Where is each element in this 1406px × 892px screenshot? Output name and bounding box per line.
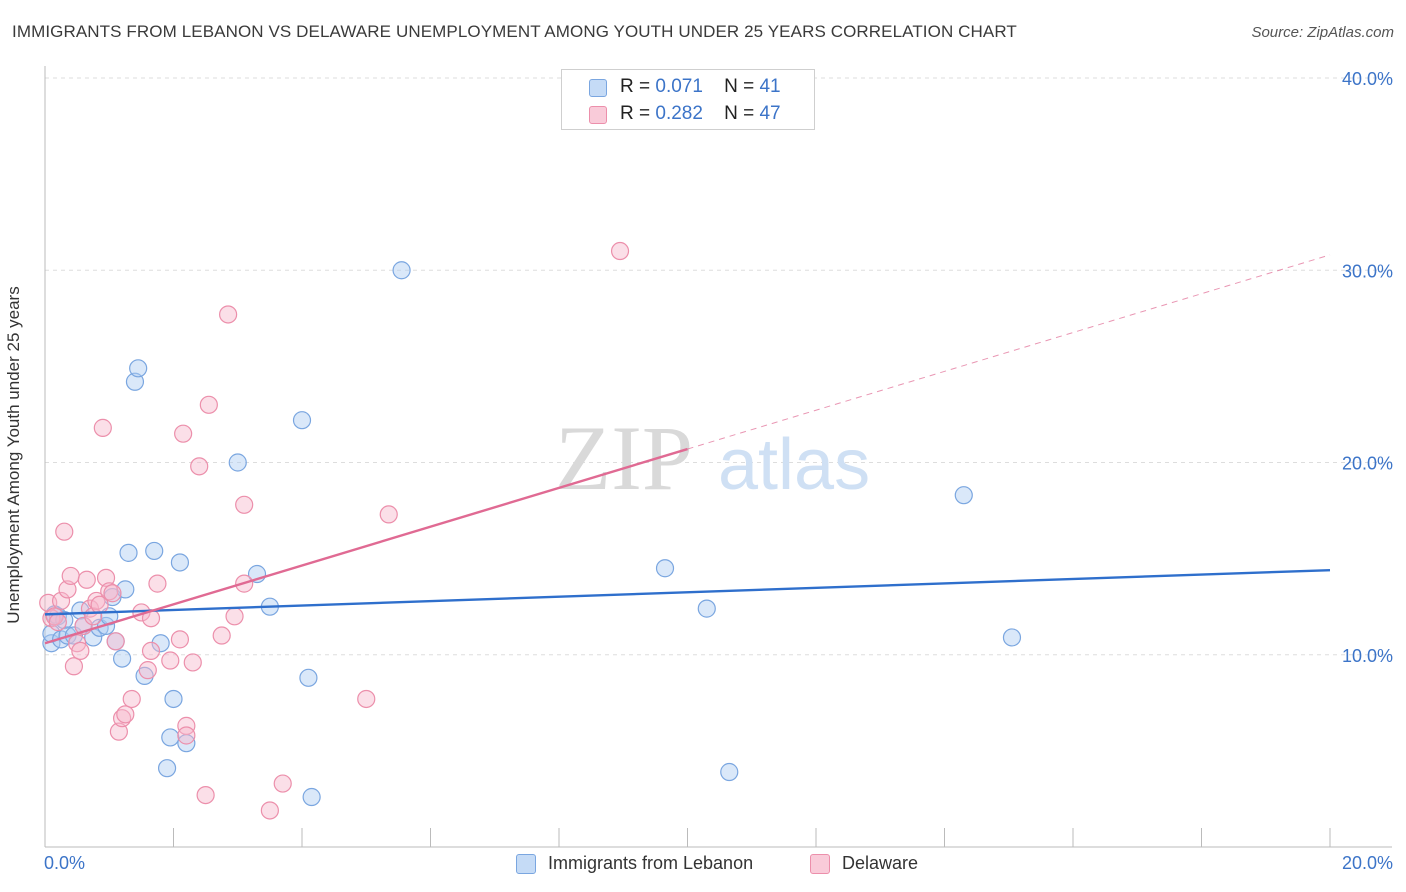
- scatter-point-blue: [720, 762, 739, 782]
- scatter-point-pink: [183, 653, 202, 672]
- watermark-atlas: atlas: [718, 425, 870, 505]
- tick-labels: 10.0% 20.0% 30.0% 40.0% 0.0% 20.0%: [44, 69, 1393, 873]
- scatter-points: [39, 241, 1022, 820]
- scatter-point-blue: [655, 559, 675, 578]
- scatter-point-pink: [55, 522, 74, 541]
- scatter-point-pink: [96, 568, 116, 587]
- scatter-point-blue: [129, 359, 148, 378]
- trend-lines: [44, 254, 1331, 645]
- scatter-point-pink: [273, 774, 292, 793]
- scatter-point-pink: [58, 580, 77, 599]
- r-label: R =: [620, 76, 651, 97]
- y-tick-label: 10.0%: [1342, 646, 1393, 666]
- correlation-legend: R = 0.071 N = 41 R = 0.282 N = 47: [561, 69, 815, 130]
- n-value: 41: [759, 76, 781, 97]
- scatter-point-pink: [64, 657, 84, 676]
- grid: [45, 77, 1392, 656]
- scatter-point-blue: [119, 543, 138, 562]
- x-tick-label: 20.0%: [1342, 853, 1393, 873]
- scatter-point-pink: [122, 689, 141, 709]
- y-axis-label: Unemployment Among Youth under 25 years: [4, 286, 23, 624]
- legend-label: Delaware: [842, 853, 919, 873]
- scatter-point-pink: [138, 661, 157, 680]
- legend-swatch-blue: [516, 854, 536, 874]
- y-tick-label: 30.0%: [1342, 261, 1393, 281]
- n-label: N =: [724, 103, 755, 124]
- scatter-point-blue: [697, 599, 716, 618]
- legend-swatch-pink: [810, 854, 830, 874]
- watermark-zip: ZIP: [555, 407, 693, 509]
- scatter-point-pink: [235, 495, 254, 514]
- trend-extension-pink: [687, 254, 1331, 450]
- legend-label: Immigrants from Lebanon: [548, 853, 754, 873]
- scatter-point-blue: [170, 553, 190, 572]
- scatter-point-blue: [151, 634, 170, 653]
- scatter-point-pink: [71, 641, 90, 661]
- trend-line-blue: [44, 568, 1331, 616]
- scatter-point-pink: [260, 801, 279, 820]
- scatter-point-blue: [164, 689, 183, 709]
- watermark: ZIP atlas: [555, 407, 870, 509]
- scatter-point-pink: [219, 305, 238, 324]
- scatter-point-pink: [100, 582, 119, 601]
- axes: [44, 66, 1392, 848]
- scatter-point-pink: [177, 726, 196, 745]
- scatter-point-pink: [212, 626, 231, 645]
- legend-swatch-pink: [589, 106, 607, 124]
- legend-row-text: R = 0.282 N = 47: [620, 103, 781, 125]
- scatter-point-pink: [45, 607, 64, 626]
- scatter-point-pink: [196, 785, 215, 805]
- scatter-point-blue: [125, 372, 145, 391]
- trend-line-pink: [44, 447, 688, 645]
- scatter-point-pink: [190, 457, 209, 476]
- scatter-point-pink: [103, 584, 122, 603]
- scatter-point-blue: [135, 666, 154, 685]
- scatter-point-pink: [357, 689, 376, 709]
- y-tick-label: 20.0%: [1342, 454, 1393, 474]
- scatter-point-pink: [48, 612, 67, 632]
- scatter-point-blue: [228, 453, 247, 472]
- scatter-point-pink: [199, 395, 218, 414]
- scatter-point-blue: [157, 759, 177, 778]
- scatter-point-blue: [292, 411, 312, 430]
- chart-title: IMMIGRANTS FROM LEBANON VS DELAWARE UNEM…: [12, 22, 1017, 41]
- scatter-point-pink: [106, 632, 125, 651]
- scatter-point-pink: [610, 241, 630, 261]
- r-value: 0.071: [655, 76, 703, 97]
- scatter-point-pink: [61, 566, 80, 586]
- scatter-point-pink: [161, 651, 180, 670]
- legend-row-text: R = 0.071 N = 41: [620, 76, 781, 98]
- scatter-point-pink: [116, 705, 135, 724]
- scatter-point-pink: [109, 722, 128, 741]
- x-tick-label: 0.0%: [44, 853, 85, 873]
- r-value: 0.282: [655, 103, 703, 124]
- scatter-point-blue: [299, 668, 318, 687]
- n-label: N =: [724, 76, 755, 97]
- scatter-point-pink: [170, 630, 190, 649]
- scatter-point-pink: [379, 505, 398, 524]
- scatter-point-pink: [141, 641, 161, 661]
- n-value: 47: [759, 103, 781, 124]
- scatter-point-blue: [954, 486, 973, 505]
- scatter-point-pink: [148, 574, 167, 593]
- scatter-point-blue: [161, 728, 180, 747]
- series-legend: Immigrants from Lebanon Delaware: [0, 852, 1406, 876]
- scatter-point-blue: [392, 261, 411, 280]
- scatter-point-pink: [93, 418, 112, 437]
- scatter-point-pink: [225, 607, 244, 626]
- scatter-point-pink: [77, 570, 96, 589]
- r-label: R =: [620, 103, 651, 124]
- scatter-point-blue: [1002, 628, 1022, 647]
- scatter-point-pink: [177, 716, 196, 735]
- scatter-point-blue: [302, 787, 321, 807]
- scatter-point-blue: [112, 649, 132, 668]
- source-label: Source: ZipAtlas.com: [1251, 24, 1394, 41]
- scatter-point-pink: [51, 591, 71, 611]
- scatter-point-blue: [145, 541, 164, 561]
- y-tick-label: 40.0%: [1342, 69, 1393, 89]
- scatter-point-pink: [174, 424, 193, 443]
- legend-swatch-blue: [589, 79, 607, 97]
